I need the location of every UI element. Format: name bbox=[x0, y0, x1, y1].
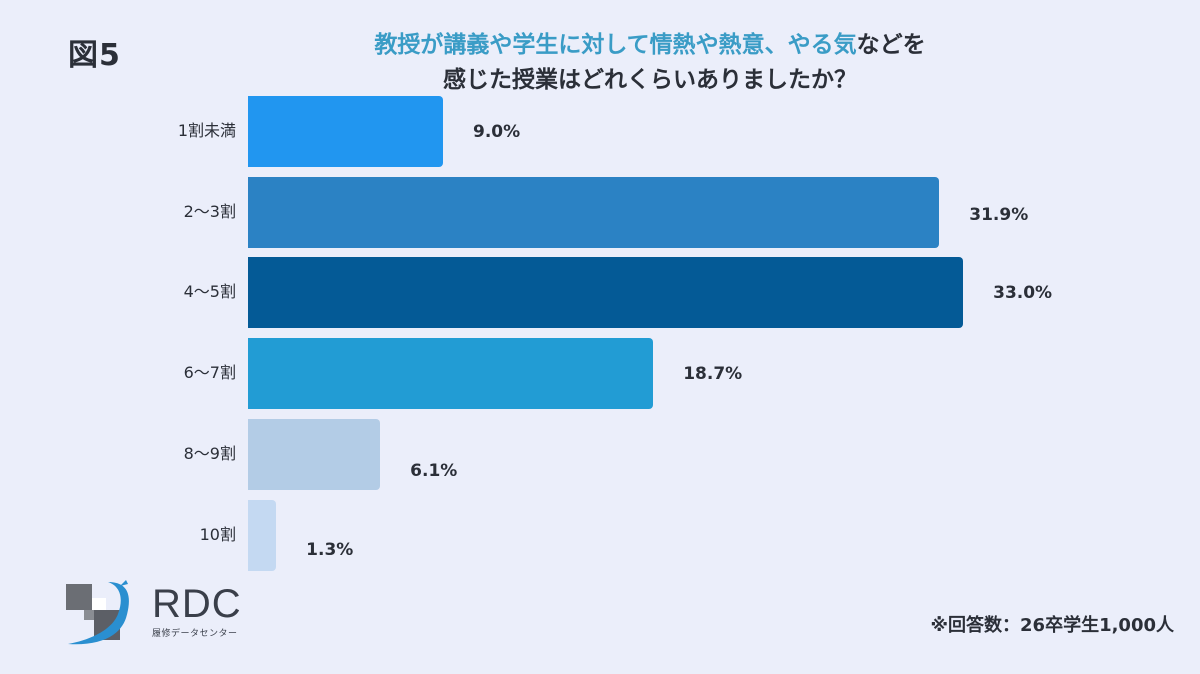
value-label: 18.7% bbox=[683, 364, 743, 385]
title-line1-rest: などを bbox=[856, 32, 926, 58]
bar bbox=[248, 176, 940, 248]
value-label: 31.9% bbox=[969, 204, 1029, 225]
value-label: 1.3% bbox=[306, 539, 354, 560]
bar bbox=[248, 499, 277, 571]
category-label: 1割未満 bbox=[177, 121, 236, 140]
figure-label: 図5 bbox=[68, 38, 121, 73]
category-label: 6〜7割 bbox=[183, 363, 236, 383]
respondent-note: ※回答数：26卒学生1,000人 bbox=[930, 615, 1174, 636]
logo-subtitle: 履修データセンター bbox=[152, 629, 238, 639]
bar bbox=[248, 338, 654, 410]
bar bbox=[248, 418, 381, 490]
bar bbox=[248, 257, 964, 329]
value-label: 9.0% bbox=[473, 122, 521, 142]
category-label: 10割 bbox=[199, 524, 236, 544]
logo-text: RDC bbox=[152, 582, 242, 626]
rdc-logo: RDC 履修データセンター bbox=[60, 578, 250, 648]
category-label: 8〜9割 bbox=[183, 443, 236, 463]
title-highlight: 教授が講義や学生に対して情熱や熱意、やる気 bbox=[374, 32, 857, 58]
title-line2: 感じた授業はどれくらいありましたか？ bbox=[443, 67, 857, 93]
value-label: 6.1% bbox=[410, 460, 458, 481]
rdc-logo-icon bbox=[66, 580, 129, 645]
bar bbox=[248, 96, 444, 167]
chart-title: 教授が講義や学生に対して情熱や熱意、やる気などを 感じた授業はどれくらいありまし… bbox=[300, 28, 1000, 98]
category-label: 2〜3割 bbox=[183, 201, 236, 221]
category-label: 4〜5割 bbox=[183, 282, 236, 302]
value-label: 33.0% bbox=[993, 283, 1053, 304]
